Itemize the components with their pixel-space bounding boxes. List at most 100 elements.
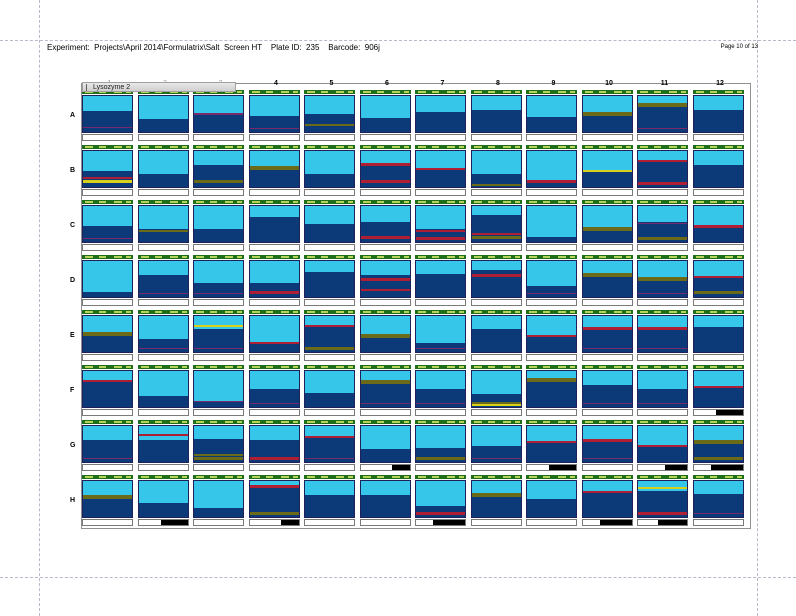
well-G12[interactable] (692, 420, 744, 472)
well-H8[interactable] (470, 475, 522, 527)
well-F11[interactable] (637, 365, 688, 417)
well-B5[interactable] (304, 145, 355, 197)
well-D11[interactable] (637, 255, 688, 307)
well-G1[interactable] (82, 420, 133, 472)
well-A9[interactable] (526, 90, 577, 142)
well-D9[interactable] (526, 255, 577, 307)
well-F3[interactable] (193, 365, 244, 417)
well-G11[interactable] (637, 420, 688, 472)
well-G2[interactable] (137, 420, 189, 472)
well-B1[interactable] (82, 145, 133, 197)
well-H11[interactable] (637, 475, 688, 527)
well-G4[interactable] (248, 420, 300, 472)
well-D12[interactable] (692, 255, 744, 307)
well-A5[interactable] (304, 90, 355, 142)
well-A2[interactable] (137, 90, 189, 142)
well-B6[interactable] (359, 145, 411, 197)
well-D2[interactable] (137, 255, 189, 307)
well-B4[interactable] (248, 145, 300, 197)
well-D8[interactable] (470, 255, 522, 307)
well-A8[interactable] (470, 90, 522, 142)
well-A1[interactable] (82, 90, 133, 142)
well-F7[interactable] (415, 365, 466, 417)
well-E3[interactable] (193, 310, 244, 362)
well-E5[interactable] (304, 310, 355, 362)
well-B9[interactable] (526, 145, 577, 197)
well-D1[interactable] (82, 255, 133, 307)
well-C10[interactable] (581, 200, 633, 252)
well-F4[interactable] (248, 365, 300, 417)
well-G7[interactable] (415, 420, 466, 472)
well-C8[interactable] (470, 200, 522, 252)
cap-marker (473, 366, 482, 368)
well-H3[interactable] (193, 475, 244, 527)
well-G9[interactable] (526, 420, 577, 472)
well-F8[interactable] (470, 365, 522, 417)
well-E2[interactable] (137, 310, 189, 362)
well-B12[interactable] (692, 145, 744, 197)
well-C6[interactable] (359, 200, 411, 252)
sample-tab[interactable]: Lysozyme 2 (82, 82, 236, 92)
well-E12[interactable] (692, 310, 744, 362)
well-F5[interactable] (304, 365, 355, 417)
well-E11[interactable] (637, 310, 688, 362)
well-C4[interactable] (248, 200, 300, 252)
well-E9[interactable] (526, 310, 577, 362)
well-D4[interactable] (248, 255, 300, 307)
well-C12[interactable] (692, 200, 744, 252)
well-E6[interactable] (359, 310, 411, 362)
well-G6[interactable] (359, 420, 411, 472)
well-H5[interactable] (304, 475, 355, 527)
well-A11[interactable] (637, 90, 688, 142)
well-A10[interactable] (581, 90, 633, 142)
column-header-10: 10 (605, 80, 613, 87)
well-C3[interactable] (193, 200, 244, 252)
well-B11[interactable] (637, 145, 688, 197)
well-D3[interactable] (193, 255, 244, 307)
well-E1[interactable] (82, 310, 133, 362)
well-C7[interactable] (415, 200, 466, 252)
well-B7[interactable] (415, 145, 466, 197)
well-B10[interactable] (581, 145, 633, 197)
well-A6[interactable] (359, 90, 411, 142)
well-E10[interactable] (581, 310, 633, 362)
well-F12[interactable] (692, 365, 744, 417)
well-H10[interactable] (581, 475, 633, 527)
well-G8[interactable] (470, 420, 522, 472)
well-H9[interactable] (526, 475, 577, 527)
well-A3[interactable] (193, 90, 244, 142)
well-G3[interactable] (193, 420, 244, 472)
well-F10[interactable] (581, 365, 633, 417)
well-E4[interactable] (248, 310, 300, 362)
well-F6[interactable] (359, 365, 411, 417)
well-G5[interactable] (304, 420, 355, 472)
well-C1[interactable] (82, 200, 133, 252)
well-F2[interactable] (137, 365, 189, 417)
well-H7[interactable] (415, 475, 466, 527)
well-E8[interactable] (470, 310, 522, 362)
well-D10[interactable] (581, 255, 633, 307)
well-D7[interactable] (415, 255, 466, 307)
well-C5[interactable] (304, 200, 355, 252)
well-C9[interactable] (526, 200, 577, 252)
well-B2[interactable] (137, 145, 189, 197)
well-H4[interactable] (248, 475, 300, 527)
well-E7[interactable] (415, 310, 466, 362)
well-C11[interactable] (637, 200, 688, 252)
well-C2[interactable] (137, 200, 189, 252)
well-G10[interactable] (581, 420, 633, 472)
well-D5[interactable] (304, 255, 355, 307)
well-A12[interactable] (692, 90, 744, 142)
phase-band (638, 127, 687, 130)
well-D6[interactable] (359, 255, 411, 307)
well-A4[interactable] (248, 90, 300, 142)
well-H1[interactable] (82, 475, 133, 527)
well-B8[interactable] (470, 145, 522, 197)
well-F9[interactable] (526, 365, 577, 417)
well-H12[interactable] (692, 475, 744, 527)
well-B3[interactable] (193, 145, 244, 197)
well-H6[interactable] (359, 475, 411, 527)
well-A7[interactable] (415, 90, 466, 142)
well-H2[interactable] (137, 475, 189, 527)
well-F1[interactable] (82, 365, 133, 417)
